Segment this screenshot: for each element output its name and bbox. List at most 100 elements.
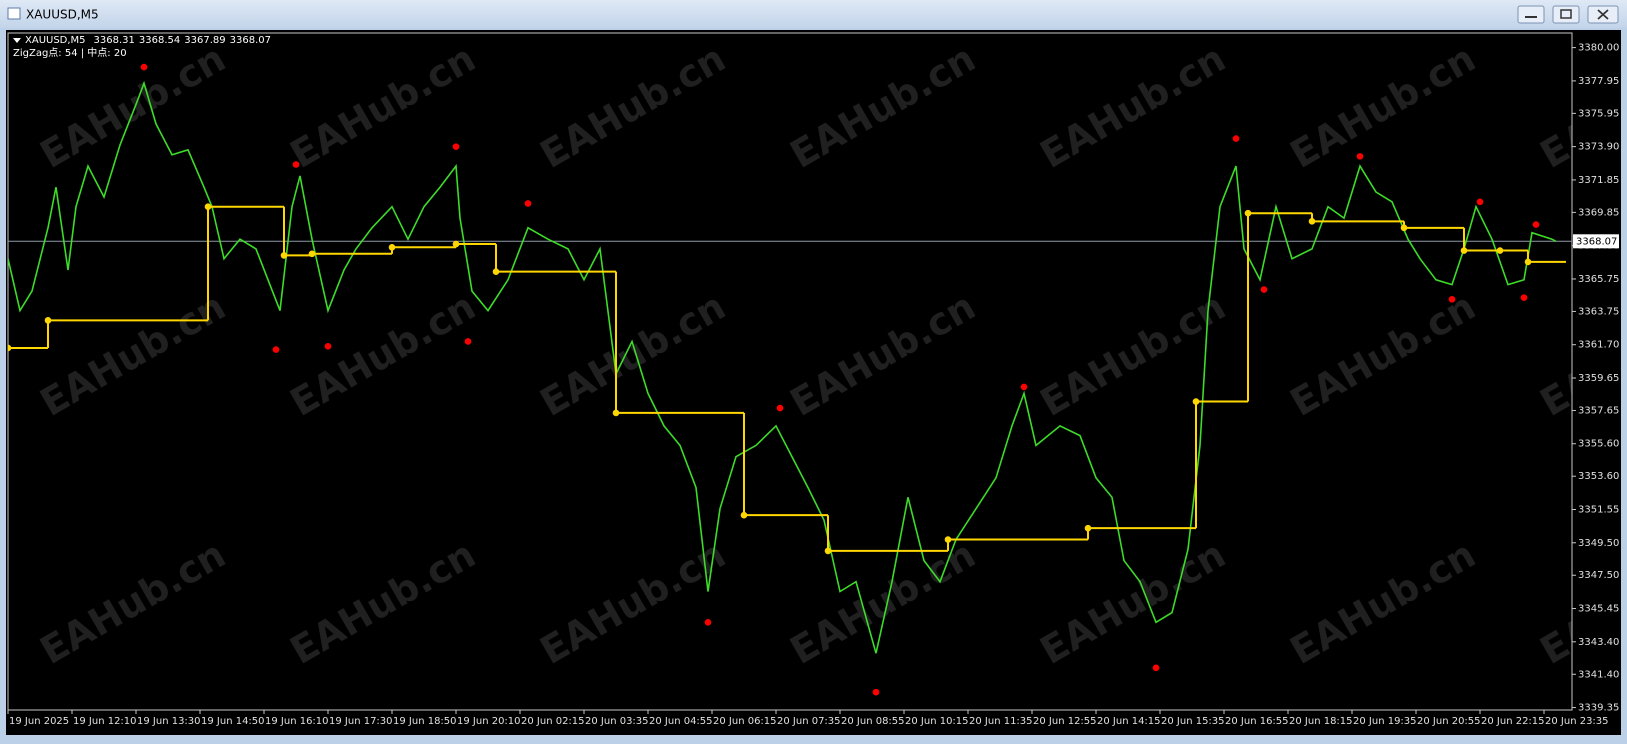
maximize-button[interactable] (1552, 5, 1580, 24)
x-tick-label: 20 Jun 04:55 (649, 716, 713, 727)
zigzag-pivot (1020, 383, 1028, 391)
x-tick-label: 20 Jun 08:55 (841, 716, 905, 727)
midline-point (944, 536, 952, 543)
zigzag-pivot (1448, 295, 1456, 303)
x-tick-label: 20 Jun 02:15 (521, 716, 585, 727)
x-tick-label: 20 Jun 18:15 (1289, 716, 1353, 727)
x-tick-label: 19 Jun 12:10 (73, 716, 137, 727)
y-tick-label: 3355.60 (1578, 439, 1619, 450)
title-bar (0, 0, 1627, 28)
window-icon (7, 7, 21, 20)
current-price-box (1573, 234, 1619, 249)
y-tick-label: 3351.55 (1578, 504, 1619, 515)
ohlc-value: 3368.54 (139, 35, 180, 46)
x-tick-label: 20 Jun 16:55 (1225, 716, 1289, 727)
zigzag-pivot (704, 619, 712, 626)
indicator-label: ZigZag点: 54 | 中点: 20 (13, 46, 127, 59)
y-tick-label: 3353.60 (1578, 471, 1619, 482)
zigzag-pivot (1260, 286, 1268, 293)
x-tick-label: 20 Jun 23:35 (1545, 716, 1609, 727)
midline-point (388, 244, 396, 251)
x-tick-label: 20 Jun 03:35 (585, 716, 649, 727)
midline-point (824, 547, 832, 555)
x-tick-label: 20 Jun 15:35 (1161, 716, 1225, 727)
midline-point (1244, 209, 1252, 217)
x-tick-label: 19 Jun 14:50 (201, 716, 265, 727)
zigzag-pivot (872, 688, 880, 696)
ohlc-value: 3367.89 (184, 35, 225, 46)
midline-point (1400, 224, 1408, 232)
midline-point (204, 203, 212, 211)
zigzag-pivot (1520, 294, 1528, 301)
y-tick-label: 3369.85 (1578, 207, 1619, 218)
zigzag-pivot (140, 63, 148, 71)
y-tick-label: 3365.75 (1578, 274, 1619, 285)
midline-point (452, 240, 460, 248)
x-tick-label: 20 Jun 20:55 (1417, 716, 1481, 727)
zigzag-pivot (464, 338, 472, 345)
midline-point (308, 250, 316, 258)
y-tick-label: 3363.75 (1578, 306, 1619, 317)
x-tick-label: 19 Jun 18:50 (393, 716, 457, 727)
x-tick-label: 20 Jun 10:15 (905, 716, 969, 727)
y-tick-label: 3361.70 (1578, 340, 1619, 351)
midline-point (1084, 524, 1092, 532)
x-tick-label: 19 Jun 2025 (9, 716, 69, 727)
zigzag-pivot (1152, 664, 1160, 672)
midline-point (1192, 398, 1200, 405)
y-tick-label: 3377.95 (1578, 76, 1619, 87)
y-tick-label: 3339.35 (1578, 703, 1619, 714)
minimize-button[interactable] (1517, 5, 1545, 24)
midline-point (1460, 247, 1468, 254)
chart-window (6, 30, 1621, 735)
midline-point (280, 252, 288, 259)
midline-point (492, 268, 500, 275)
x-tick-label: 19 Jun 13:30 (137, 716, 201, 727)
zigzag-pivot (324, 343, 332, 350)
y-tick-label: 3375.95 (1578, 108, 1619, 119)
midline-point (1308, 218, 1316, 225)
y-tick-label: 3373.90 (1578, 142, 1619, 153)
current-price-label: 3368.07 (1576, 236, 1617, 247)
window-title: XAUUSD,M5 (26, 8, 99, 22)
x-tick-label: 20 Jun 06:15 (713, 716, 777, 727)
ohlc-value: 3368.31 (94, 35, 135, 46)
y-tick-label: 3343.40 (1578, 637, 1619, 648)
x-tick-label: 19 Jun 20:10 (457, 716, 521, 727)
midline-point (1524, 258, 1532, 266)
symbol: XAUUSD,M5 (25, 35, 86, 46)
x-tick-label: 20 Jun 07:35 (777, 716, 841, 727)
y-tick-label: 3345.45 (1578, 604, 1619, 615)
midline-point (740, 511, 748, 519)
midline-point (1496, 247, 1504, 254)
zigzag-pivot (292, 161, 300, 168)
x-tick-label: 20 Jun 11:35 (969, 716, 1033, 727)
x-tick-label: 20 Jun 14:15 (1097, 716, 1161, 727)
zigzag-pivot (1532, 221, 1540, 228)
y-tick-label: 3341.40 (1578, 669, 1619, 680)
zigzag-pivot (1356, 153, 1364, 160)
y-tick-label: 3359.65 (1578, 373, 1619, 384)
x-tick-label: 20 Jun 12:55 (1033, 716, 1097, 727)
y-tick-label: 3380.00 (1578, 43, 1619, 54)
y-tick-label: 3347.50 (1578, 570, 1619, 581)
x-tick-label: 19 Jun 17:30 (329, 716, 393, 727)
x-tick-label: 20 Jun 22:15 (1481, 716, 1545, 727)
x-tick-label: 20 Jun 19:35 (1353, 716, 1417, 727)
zigzag-pivot (452, 143, 460, 150)
zigzag-pivot (776, 404, 784, 412)
plot-frame (7, 32, 1573, 711)
ohlc-value: 3368.07 (230, 35, 271, 46)
x-tick-label: 19 Jun 16:10 (265, 716, 329, 727)
window-buttons[interactable] (1517, 5, 1619, 24)
midline-point (8, 344, 12, 352)
y-tick-label: 3349.50 (1578, 538, 1619, 549)
y-tick-label: 3357.65 (1578, 405, 1619, 416)
zigzag-pivot (1476, 198, 1484, 206)
price-line (8, 80, 1557, 654)
midline-point (612, 409, 620, 417)
zigzag-pivot (272, 346, 280, 353)
y-tick-label: 3371.85 (1578, 175, 1619, 186)
midline-point (44, 317, 52, 324)
collapse-arrow[interactable] (13, 38, 21, 43)
